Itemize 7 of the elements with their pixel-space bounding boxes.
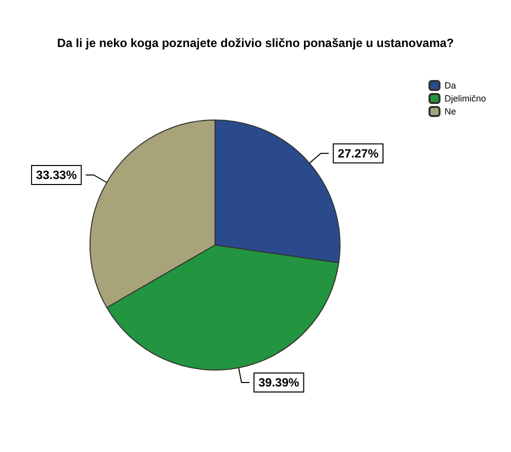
legend-label: Ne xyxy=(444,106,456,116)
chart-title: Da li je neko koga poznajete doživio slično ponašanje u ustanovama? xyxy=(57,36,454,50)
legend-label: Djelimično xyxy=(444,94,486,104)
data-label: 39.39% xyxy=(258,375,300,390)
data-label: 27.27% xyxy=(338,146,379,160)
data-label: 33.33% xyxy=(36,168,78,182)
legend-label: Da xyxy=(444,80,456,90)
